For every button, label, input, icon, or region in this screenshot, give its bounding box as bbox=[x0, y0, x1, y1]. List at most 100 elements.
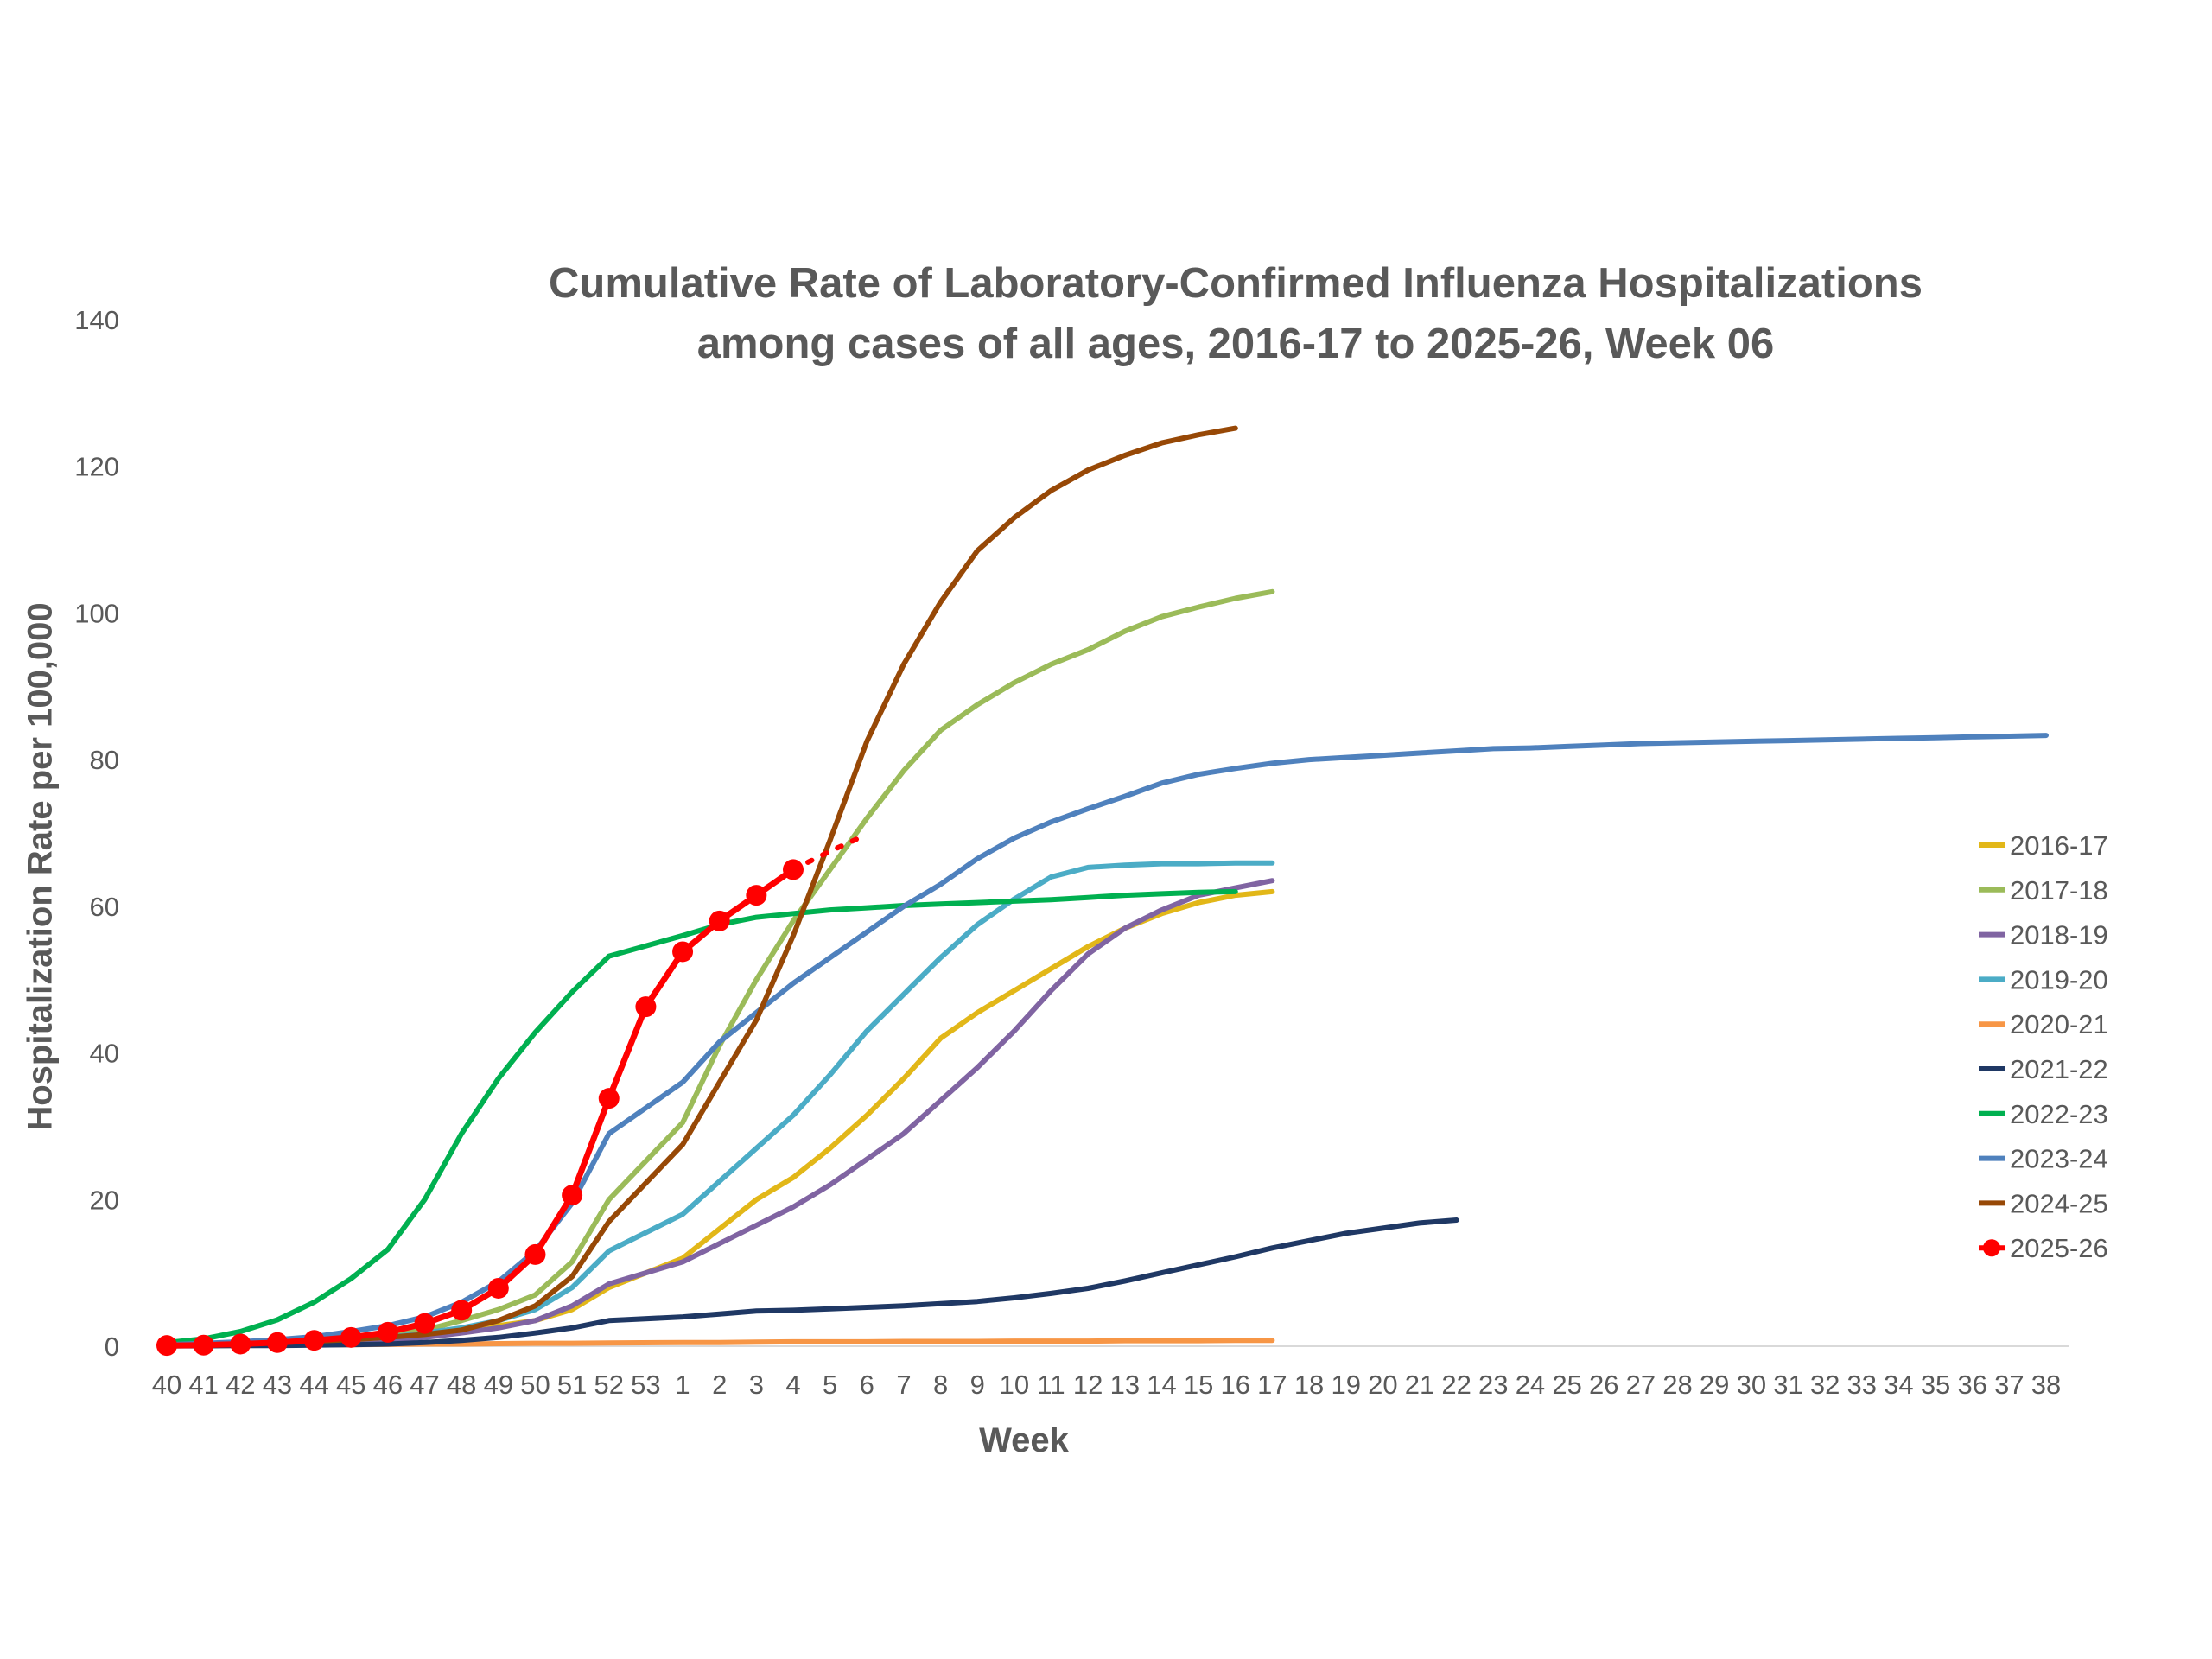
x-tick-label: 20 bbox=[1368, 1370, 1397, 1400]
x-tick-label: 10 bbox=[1000, 1370, 1029, 1400]
legend-item: 2019-20 bbox=[1979, 964, 2108, 995]
x-tick-label: 12 bbox=[1073, 1370, 1103, 1400]
y-tick-label: 80 bbox=[90, 745, 119, 775]
x-tick-label: 6 bbox=[860, 1370, 874, 1400]
x-tick-label: 37 bbox=[1994, 1370, 2024, 1400]
x-tick-label: 34 bbox=[1884, 1370, 1913, 1400]
y-tick-label: 40 bbox=[90, 1039, 119, 1069]
x-tick-label: 38 bbox=[2031, 1370, 2061, 1400]
series-lines bbox=[156, 425, 2049, 1357]
y-tick-label: 100 bbox=[74, 598, 119, 628]
data-point bbox=[746, 885, 767, 906]
legend-item: 2024-25 bbox=[1979, 1188, 2108, 1218]
legend-label: 2016-17 bbox=[2010, 830, 2108, 861]
x-tick-label: 24 bbox=[1516, 1370, 1545, 1400]
series-2024-25 bbox=[164, 425, 1238, 1349]
legend-marker bbox=[1983, 1239, 2000, 1257]
data-point bbox=[193, 1334, 214, 1356]
data-point bbox=[414, 1313, 435, 1334]
x-tick-label: 47 bbox=[410, 1370, 439, 1400]
legend-item: 2018-19 bbox=[1979, 920, 2108, 950]
data-point bbox=[709, 910, 730, 931]
y-tick-label: 120 bbox=[74, 452, 119, 482]
series-line bbox=[164, 878, 1275, 1349]
x-tick-label: 50 bbox=[520, 1370, 550, 1400]
legend-item: 2022-23 bbox=[1979, 1099, 2108, 1129]
x-tick-label: 43 bbox=[263, 1370, 292, 1400]
data-point bbox=[598, 1088, 620, 1109]
x-tick-label: 46 bbox=[373, 1370, 403, 1400]
x-tick-label: 8 bbox=[933, 1370, 948, 1400]
y-tick-labels: 0 20 40 60 80 100 120 140 bbox=[74, 305, 119, 1362]
x-tick-label: 2 bbox=[712, 1370, 727, 1400]
x-tick-label: 52 bbox=[594, 1370, 624, 1400]
x-tick-label: 51 bbox=[557, 1370, 587, 1400]
x-axis-label: Week bbox=[979, 1421, 1069, 1459]
legend-label: 2017-18 bbox=[2010, 875, 2108, 906]
data-point bbox=[451, 1300, 473, 1321]
x-tick-label: 13 bbox=[1110, 1370, 1140, 1400]
y-tick-label: 0 bbox=[105, 1332, 119, 1362]
data-point bbox=[487, 1277, 509, 1299]
x-tick-label: 41 bbox=[188, 1370, 218, 1400]
x-tick-label: 16 bbox=[1221, 1370, 1250, 1400]
x-tick-label: 49 bbox=[484, 1370, 513, 1400]
x-tick-label: 35 bbox=[1921, 1370, 1950, 1400]
data-point bbox=[524, 1243, 546, 1265]
series-line bbox=[164, 588, 1275, 1349]
x-tick-label: 29 bbox=[1700, 1370, 1729, 1400]
x-tick-label: 53 bbox=[631, 1370, 660, 1400]
x-tick-label: 18 bbox=[1294, 1370, 1324, 1400]
x-tick-label: 9 bbox=[970, 1370, 985, 1400]
y-tick-label: 60 bbox=[90, 892, 119, 922]
legend-label: 2023-24 bbox=[2010, 1144, 2108, 1174]
data-point bbox=[635, 996, 657, 1018]
series-2017-18 bbox=[164, 588, 1275, 1349]
series-line bbox=[164, 1217, 1459, 1349]
x-tick-label: 44 bbox=[299, 1370, 328, 1400]
x-tick-label: 27 bbox=[1626, 1370, 1656, 1400]
data-point bbox=[230, 1333, 251, 1355]
legend-label: 2025-26 bbox=[2010, 1233, 2108, 1263]
data-point bbox=[340, 1326, 362, 1348]
x-tick-label: 3 bbox=[749, 1370, 764, 1400]
chart-title: Cumulative Rate of Laboratory-Confirmed … bbox=[484, 253, 1987, 374]
x-tick-label: 26 bbox=[1589, 1370, 1618, 1400]
legend-label: 2019-20 bbox=[2010, 964, 2108, 995]
x-tick-label: 28 bbox=[1662, 1370, 1692, 1400]
data-point bbox=[266, 1332, 288, 1353]
y-tick-label: 140 bbox=[74, 305, 119, 335]
legend-label: 2018-19 bbox=[2010, 920, 2108, 950]
legend-item: 2016-17 bbox=[1979, 830, 2108, 861]
series-2023-24 bbox=[164, 733, 2049, 1348]
series-2018-19 bbox=[164, 878, 1275, 1349]
legend-item: 2023-24 bbox=[1979, 1144, 2108, 1174]
x-tick-label: 15 bbox=[1184, 1370, 1213, 1400]
x-tick-label: 21 bbox=[1405, 1370, 1434, 1400]
series-2016-17 bbox=[164, 888, 1275, 1349]
legend-label: 2020-21 bbox=[2010, 1009, 2108, 1039]
legend-item: 2017-18 bbox=[1979, 875, 2108, 906]
x-tick-label: 33 bbox=[1847, 1370, 1877, 1400]
data-point bbox=[672, 941, 694, 963]
x-tick-label: 40 bbox=[152, 1370, 181, 1400]
legend-label: 2024-25 bbox=[2010, 1188, 2108, 1218]
data-point bbox=[377, 1321, 398, 1343]
series-line bbox=[164, 888, 1275, 1349]
legend-item: 2021-22 bbox=[1979, 1054, 2108, 1084]
series-2021-22 bbox=[164, 1217, 1459, 1349]
x-tick-label: 36 bbox=[1957, 1370, 1986, 1400]
x-tick-label: 5 bbox=[823, 1370, 837, 1400]
chart-title-line-1: Cumulative Rate of Laboratory-Confirmed … bbox=[549, 260, 1923, 307]
data-point bbox=[156, 1335, 177, 1357]
series-line bbox=[164, 425, 1238, 1349]
series-line bbox=[164, 733, 2049, 1348]
data-point bbox=[562, 1185, 583, 1206]
x-tick-label: 11 bbox=[1037, 1370, 1065, 1400]
legend: 2016-17 2017-18 2018-19 2019-20 2020-21 2021-… bbox=[1979, 830, 2108, 1263]
x-tick-label: 22 bbox=[1441, 1370, 1471, 1400]
x-tick-label: 42 bbox=[226, 1370, 255, 1400]
x-tick-label: 32 bbox=[1810, 1370, 1840, 1400]
x-tick-label: 23 bbox=[1478, 1370, 1508, 1400]
